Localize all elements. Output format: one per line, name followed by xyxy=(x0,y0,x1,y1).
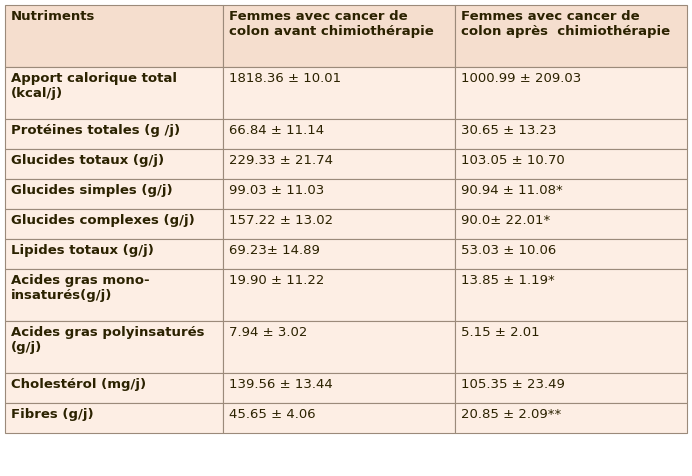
Bar xyxy=(5,119,223,149)
Text: 13.85 ± 1.19*: 13.85 ± 1.19* xyxy=(461,274,555,287)
Bar xyxy=(223,239,455,269)
Text: 45.65 ± 4.06: 45.65 ± 4.06 xyxy=(229,408,316,421)
Text: Fibres (g/j): Fibres (g/j) xyxy=(11,408,93,421)
Text: 139.56 ± 13.44: 139.56 ± 13.44 xyxy=(229,378,333,391)
Text: 90.0± 22.01*: 90.0± 22.01* xyxy=(461,214,550,227)
Bar xyxy=(455,5,687,67)
Text: 53.03 ± 10.06: 53.03 ± 10.06 xyxy=(461,244,556,257)
Text: 229.33 ± 21.74: 229.33 ± 21.74 xyxy=(229,154,333,167)
Text: 19.90 ± 11.22: 19.90 ± 11.22 xyxy=(229,274,325,287)
Text: Femmes avec cancer de
colon après  chimiothérapie: Femmes avec cancer de colon après chimio… xyxy=(461,10,670,38)
Text: Cholestérol (mg/j): Cholestérol (mg/j) xyxy=(11,378,146,391)
Text: 7.94 ± 3.02: 7.94 ± 3.02 xyxy=(229,326,307,339)
Bar xyxy=(455,179,687,209)
Bar xyxy=(5,209,223,239)
Bar xyxy=(223,119,455,149)
Text: 5.15 ± 2.01: 5.15 ± 2.01 xyxy=(461,326,540,339)
Bar xyxy=(5,321,223,373)
Bar xyxy=(223,179,455,209)
Text: 1000.99 ± 209.03: 1000.99 ± 209.03 xyxy=(461,72,581,85)
Text: Acides gras mono-
insaturés(g/j): Acides gras mono- insaturés(g/j) xyxy=(11,274,149,302)
Text: 20.85 ± 2.09**: 20.85 ± 2.09** xyxy=(461,408,561,421)
Text: 103.05 ± 10.70: 103.05 ± 10.70 xyxy=(461,154,565,167)
Text: Glucides totaux (g/j): Glucides totaux (g/j) xyxy=(11,154,164,167)
Bar xyxy=(5,403,223,433)
Text: 157.22 ± 13.02: 157.22 ± 13.02 xyxy=(229,214,333,227)
Bar xyxy=(223,403,455,433)
Bar xyxy=(5,269,223,321)
Bar xyxy=(455,149,687,179)
Bar xyxy=(223,373,455,403)
Bar xyxy=(455,209,687,239)
Bar xyxy=(5,373,223,403)
Text: Glucides simples (g/j): Glucides simples (g/j) xyxy=(11,184,172,197)
Bar xyxy=(455,269,687,321)
Bar xyxy=(455,373,687,403)
Bar xyxy=(455,67,687,119)
Text: 105.35 ± 23.49: 105.35 ± 23.49 xyxy=(461,378,565,391)
Text: 30.65 ± 13.23: 30.65 ± 13.23 xyxy=(461,124,556,137)
Bar xyxy=(455,119,687,149)
Text: 90.94 ± 11.08*: 90.94 ± 11.08* xyxy=(461,184,563,197)
Bar xyxy=(223,209,455,239)
Text: Glucides complexes (g/j): Glucides complexes (g/j) xyxy=(11,214,194,227)
Text: 1818.36 ± 10.01: 1818.36 ± 10.01 xyxy=(229,72,341,85)
Bar xyxy=(5,149,223,179)
Bar xyxy=(5,5,223,67)
Bar xyxy=(223,269,455,321)
Text: Protéines totales (g /j): Protéines totales (g /j) xyxy=(11,124,180,137)
Text: 69.23± 14.89: 69.23± 14.89 xyxy=(229,244,320,257)
Text: Femmes avec cancer de
colon avant chimiothérapie: Femmes avec cancer de colon avant chimio… xyxy=(229,10,434,38)
Text: 66.84 ± 11.14: 66.84 ± 11.14 xyxy=(229,124,324,137)
Bar xyxy=(223,321,455,373)
Text: Apport calorique total
(kcal/j): Apport calorique total (kcal/j) xyxy=(11,72,177,100)
Text: Lipides totaux (g/j): Lipides totaux (g/j) xyxy=(11,244,154,257)
Text: Acides gras polyinsaturés
(g/j): Acides gras polyinsaturés (g/j) xyxy=(11,326,205,354)
Text: 99.03 ± 11.03: 99.03 ± 11.03 xyxy=(229,184,325,197)
Bar xyxy=(455,321,687,373)
Bar xyxy=(455,239,687,269)
Bar xyxy=(5,239,223,269)
Bar xyxy=(5,67,223,119)
Bar xyxy=(223,149,455,179)
Bar xyxy=(5,179,223,209)
Bar xyxy=(455,403,687,433)
Text: Nutriments: Nutriments xyxy=(11,10,95,23)
Bar xyxy=(223,5,455,67)
Bar xyxy=(223,67,455,119)
